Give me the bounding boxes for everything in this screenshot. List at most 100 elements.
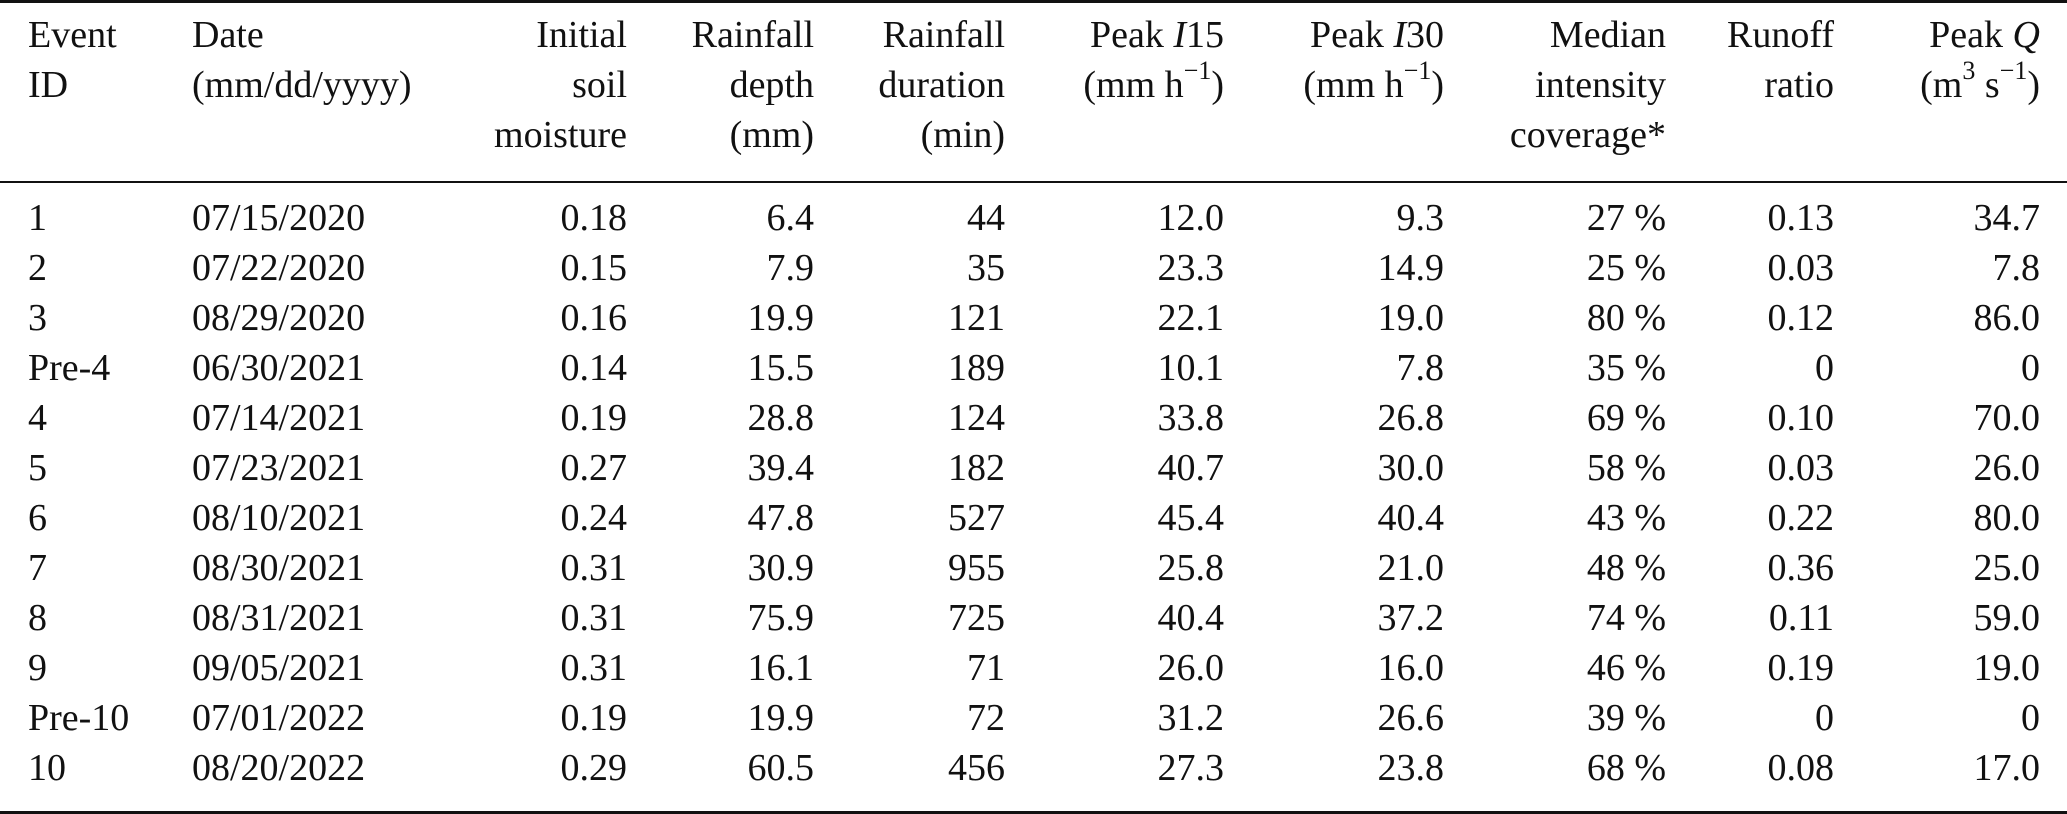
cell-rainfall-depth: 7.9 bbox=[766, 247, 815, 289]
header-exponent: −1 bbox=[1403, 56, 1432, 86]
cell-event-id: 7 bbox=[28, 547, 47, 589]
header-line: Runoff bbox=[1727, 14, 1834, 56]
header-peak-i30: Peak I30 (mm h−1) bbox=[1224, 10, 1444, 110]
cell-runoff-ratio: 0.03 bbox=[1767, 447, 1835, 489]
cell-initial-soil-moisture: 0.31 bbox=[560, 597, 628, 639]
cell-event-id: 1 bbox=[28, 197, 47, 239]
cell-runoff-ratio: 0 bbox=[1815, 347, 1834, 389]
header-line: duration bbox=[878, 64, 1005, 106]
cell-initial-soil-moisture: 0.14 bbox=[560, 347, 628, 389]
header-line: (m3 s−1) bbox=[1834, 58, 2040, 110]
cell-peak-q: 86.0 bbox=[1973, 297, 2041, 339]
cell-date: 07/14/2021 bbox=[192, 397, 366, 439]
cell-rainfall-duration: 955 bbox=[948, 547, 1005, 589]
cell-event-id: 4 bbox=[28, 397, 47, 439]
cell-rainfall-depth: 15.5 bbox=[747, 347, 815, 389]
header-unit: (mm h bbox=[1083, 64, 1184, 106]
cell-peak-i15: 22.1 bbox=[1157, 297, 1225, 339]
header-line: (mm/dd/yyyy) bbox=[192, 64, 412, 106]
header-unit: s bbox=[1975, 64, 2000, 106]
header-variable: I bbox=[1173, 14, 1186, 56]
cell-initial-soil-moisture: 0.19 bbox=[560, 697, 628, 739]
cell-date: 08/31/2021 bbox=[192, 597, 366, 639]
cell-date: 07/23/2021 bbox=[192, 447, 366, 489]
cell-rainfall-depth: 19.9 bbox=[747, 297, 815, 339]
header-line: (mm h−1) bbox=[1224, 58, 1444, 110]
cell-peak-i30: 21.0 bbox=[1377, 547, 1445, 589]
bottom-rule bbox=[0, 811, 2067, 814]
cell-rainfall-depth: 47.8 bbox=[747, 497, 815, 539]
cell-runoff-ratio: 0 bbox=[1815, 697, 1834, 739]
cell-rainfall-duration: 35 bbox=[967, 247, 1005, 289]
cell-peak-i15: 25.8 bbox=[1157, 547, 1225, 589]
cell-runoff-ratio: 0.19 bbox=[1767, 647, 1835, 689]
header-line: Rainfall bbox=[691, 14, 814, 56]
header-text: 30 bbox=[1406, 14, 1444, 56]
header-line: (mm) bbox=[729, 114, 814, 156]
header-line: (mm h−1) bbox=[1005, 58, 1224, 110]
table-row: 8 08/31/2021 0.31 75.9 725 40.4 37.2 74 % 0.11 59… bbox=[0, 593, 2067, 643]
table-row: 10 08/20/2022 0.29 60.5 456 27.3 23.8 68 % 0.08 1… bbox=[0, 743, 2067, 793]
cell-rainfall-depth: 19.9 bbox=[747, 697, 815, 739]
cell-initial-soil-moisture: 0.29 bbox=[560, 747, 628, 789]
cell-peak-q: 17.0 bbox=[1973, 747, 2041, 789]
cell-initial-soil-moisture: 0.16 bbox=[560, 297, 628, 339]
header-text: Peak bbox=[1089, 14, 1174, 56]
cell-rainfall-duration: 189 bbox=[948, 347, 1005, 389]
cell-rainfall-depth: 28.8 bbox=[747, 397, 815, 439]
cell-rainfall-duration: 725 bbox=[948, 597, 1005, 639]
header-date: Date (mm/dd/yyyy) bbox=[192, 10, 412, 110]
header-line: Initial bbox=[536, 14, 627, 56]
cell-median-intensity-coverage: 58 % bbox=[1586, 447, 1666, 489]
cell-event-id: Pre-4 bbox=[28, 347, 111, 389]
cell-initial-soil-moisture: 0.18 bbox=[560, 197, 628, 239]
header-unit: (m bbox=[1920, 64, 1963, 106]
cell-peak-i30: 16.0 bbox=[1377, 647, 1445, 689]
cell-date: 08/20/2022 bbox=[192, 747, 366, 789]
header-line: Peak I30 bbox=[1224, 10, 1444, 60]
cell-rainfall-depth: 39.4 bbox=[747, 447, 815, 489]
cell-median-intensity-coverage: 46 % bbox=[1586, 647, 1666, 689]
header-peak-i15: Peak I15 (mm h−1) bbox=[1005, 10, 1224, 110]
cell-median-intensity-coverage: 48 % bbox=[1586, 547, 1666, 589]
table-row: 7 08/30/2021 0.31 30.9 955 25.8 21.0 48 % 0.36 25… bbox=[0, 543, 2067, 593]
header-line: soil bbox=[572, 64, 627, 106]
header-variable: I bbox=[1393, 14, 1406, 56]
table-row: 2 07/22/2020 0.15 7.9 35 23.3 14.9 25 % 0.03 7.8 bbox=[0, 243, 2067, 293]
header-exponent: −1 bbox=[1183, 56, 1212, 86]
cell-peak-i30: 37.2 bbox=[1377, 597, 1445, 639]
cell-rainfall-depth: 60.5 bbox=[747, 747, 815, 789]
cell-rainfall-depth: 16.1 bbox=[747, 647, 815, 689]
cell-peak-q: 7.8 bbox=[1992, 247, 2041, 289]
cell-peak-i30: 7.8 bbox=[1396, 347, 1445, 389]
table-body: 1 07/15/2020 0.18 6.4 44 12.0 9.3 27 % 0.13 34.7 2… bbox=[0, 193, 2067, 793]
cell-date: 08/30/2021 bbox=[192, 547, 366, 589]
header-rainfall-duration: Rainfall duration (min) bbox=[814, 10, 1005, 160]
top-rule bbox=[0, 0, 2067, 3]
cell-median-intensity-coverage: 25 % bbox=[1586, 247, 1666, 289]
cell-runoff-ratio: 0.22 bbox=[1767, 497, 1835, 539]
table-row: 1 07/15/2020 0.18 6.4 44 12.0 9.3 27 % 0.13 34.7 bbox=[0, 193, 2067, 243]
cell-median-intensity-coverage: 35 % bbox=[1586, 347, 1666, 389]
header-line: Median bbox=[1549, 14, 1666, 56]
cell-median-intensity-coverage: 74 % bbox=[1586, 597, 1666, 639]
cell-median-intensity-coverage: 80 % bbox=[1586, 297, 1666, 339]
cell-runoff-ratio: 0.13 bbox=[1767, 197, 1835, 239]
header-unit: ) bbox=[1431, 64, 1444, 106]
cell-peak-i30: 26.6 bbox=[1377, 697, 1445, 739]
cell-event-id: 9 bbox=[28, 647, 47, 689]
cell-peak-i15: 10.1 bbox=[1157, 347, 1225, 389]
header-text: Peak bbox=[1929, 14, 2013, 56]
cell-rainfall-duration: 72 bbox=[967, 697, 1005, 739]
header-exponent: 3 bbox=[1962, 56, 1976, 86]
cell-rainfall-depth: 30.9 bbox=[747, 547, 815, 589]
cell-runoff-ratio: 0.12 bbox=[1767, 297, 1835, 339]
cell-peak-i30: 26.8 bbox=[1377, 397, 1445, 439]
cell-peak-q: 26.0 bbox=[1973, 447, 2041, 489]
table-row: Pre-10 07/01/2022 0.19 19.9 72 31.2 26.6 39 % 0 0 bbox=[0, 693, 2067, 743]
header-event-id: Event ID bbox=[28, 10, 117, 110]
cell-runoff-ratio: 0.36 bbox=[1767, 547, 1835, 589]
header-initial-soil-moisture: Initial soil moisture bbox=[440, 10, 627, 160]
cell-date: 08/10/2021 bbox=[192, 497, 366, 539]
cell-rainfall-depth: 75.9 bbox=[747, 597, 815, 639]
